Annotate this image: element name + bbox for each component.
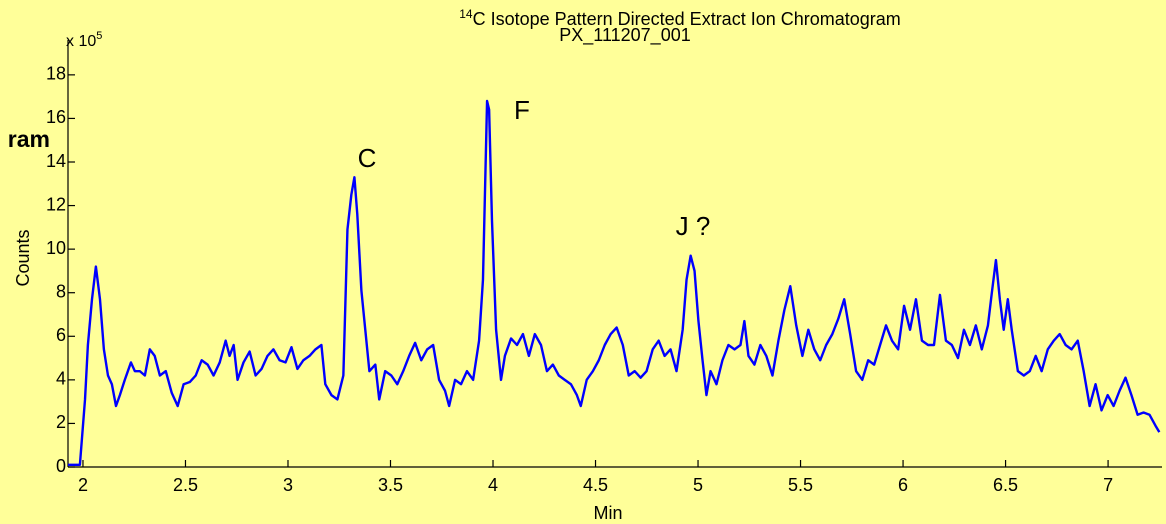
x-tick-label: 2 <box>78 475 88 495</box>
x-tick-label: 6.5 <box>993 475 1018 495</box>
y-multiplier: x 105 <box>66 30 102 50</box>
y-tick-label: 6 <box>56 325 66 345</box>
clipped-label: ram <box>8 126 50 152</box>
annotation: C <box>358 143 377 173</box>
x-tick-label: 2.5 <box>173 475 198 495</box>
x-axis-label: Min <box>593 503 622 523</box>
y-tick-label: 16 <box>46 107 66 127</box>
x-tick-label: 7 <box>1103 475 1113 495</box>
y-tick-label: 18 <box>46 64 66 84</box>
title-superscript: 14 <box>459 7 473 21</box>
x-tick-label: 3.5 <box>378 475 403 495</box>
y-tick-label: 2 <box>56 412 66 432</box>
x-tick-label: 4.5 <box>583 475 608 495</box>
chart-title: 14C Isotope Pattern Directed Extract Ion… <box>459 7 901 29</box>
annotation: F <box>514 95 530 125</box>
x-tick-label: 6 <box>898 475 908 495</box>
title-text: C Isotope Pattern Directed Extract Ion C… <box>473 9 901 29</box>
y-multiplier-exponent: 5 <box>96 30 102 42</box>
plot-area <box>68 99 1161 467</box>
data-line <box>68 99 1161 467</box>
y-tick-label: 14 <box>46 151 66 171</box>
y-multiplier-base: x 10 <box>66 33 96 50</box>
y-tick-label: 0 <box>56 456 66 476</box>
annotation: J ? <box>676 211 711 241</box>
y-tick-label: 4 <box>56 369 66 389</box>
y-tick-label: 10 <box>46 238 66 258</box>
chart-subtitle: PX_111207_001 <box>559 25 690 46</box>
x-tick-label: 4 <box>488 475 498 495</box>
x-tick-label: 3 <box>283 475 293 495</box>
y-axis-label: Counts <box>13 229 33 286</box>
y-tick-label: 12 <box>46 194 66 214</box>
y-tick-label: 8 <box>56 281 66 301</box>
x-tick-label: 5.5 <box>788 475 813 495</box>
x-tick-label: 5 <box>693 475 703 495</box>
